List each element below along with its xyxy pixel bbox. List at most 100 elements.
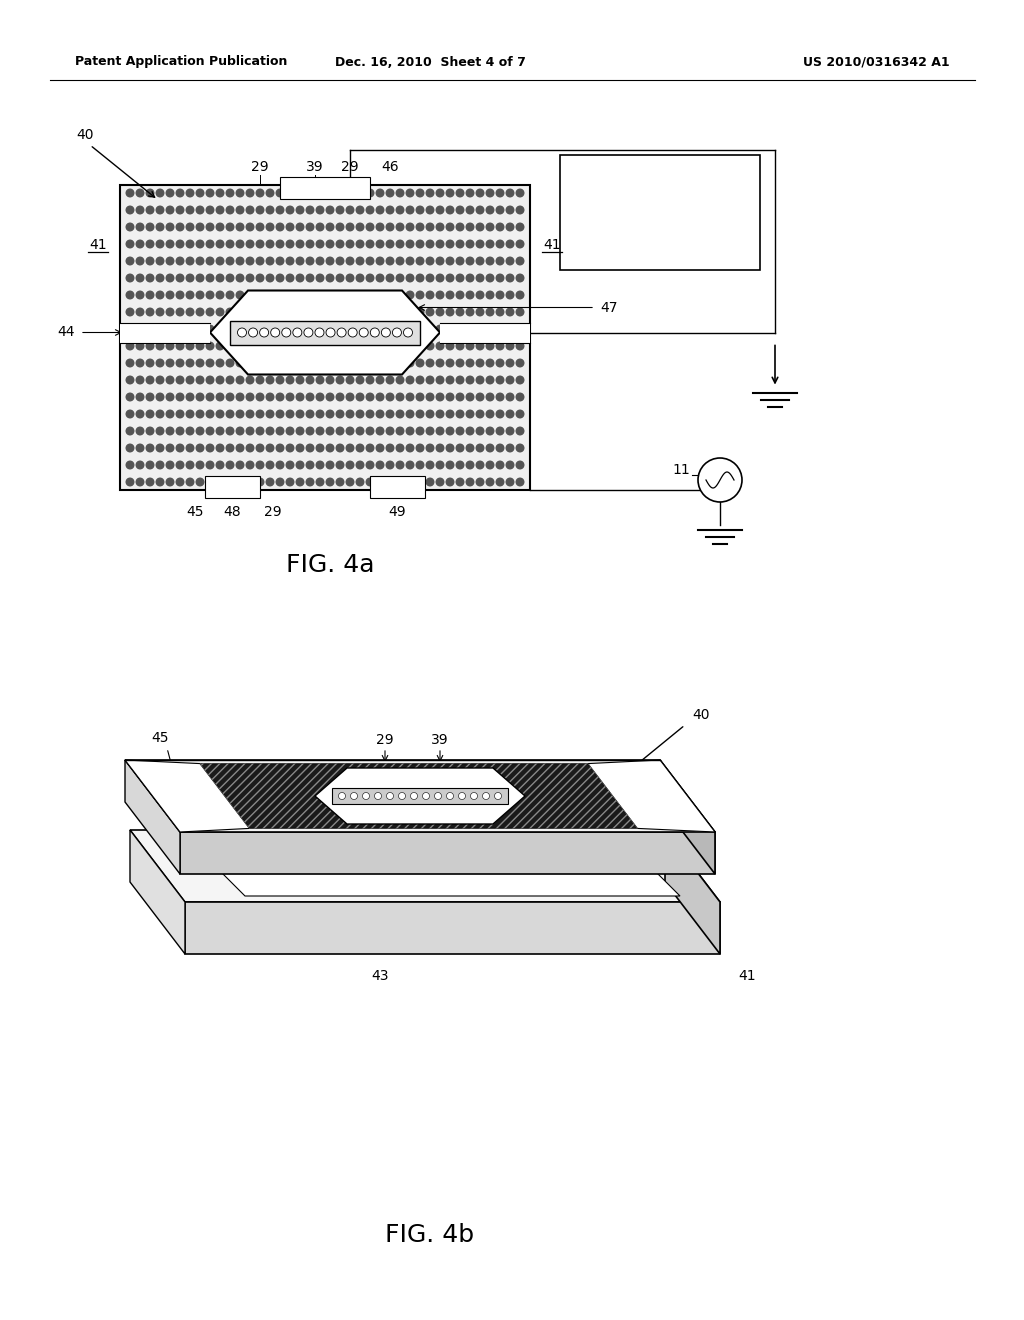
Circle shape bbox=[367, 478, 374, 486]
Circle shape bbox=[166, 189, 174, 197]
Circle shape bbox=[216, 292, 224, 298]
Circle shape bbox=[286, 342, 294, 350]
Circle shape bbox=[476, 223, 483, 231]
Circle shape bbox=[176, 275, 183, 281]
Circle shape bbox=[126, 393, 134, 401]
Circle shape bbox=[246, 461, 254, 469]
Circle shape bbox=[226, 376, 233, 384]
Circle shape bbox=[237, 292, 244, 298]
Polygon shape bbox=[125, 760, 715, 832]
Polygon shape bbox=[130, 830, 185, 954]
Circle shape bbox=[216, 461, 224, 469]
Circle shape bbox=[336, 342, 344, 350]
Circle shape bbox=[197, 292, 204, 298]
Circle shape bbox=[446, 411, 454, 418]
FancyBboxPatch shape bbox=[332, 788, 508, 804]
Circle shape bbox=[136, 461, 143, 469]
Circle shape bbox=[316, 393, 324, 401]
Circle shape bbox=[457, 308, 464, 315]
Circle shape bbox=[396, 478, 403, 486]
Circle shape bbox=[226, 223, 233, 231]
Circle shape bbox=[286, 428, 294, 434]
Circle shape bbox=[416, 189, 424, 197]
Circle shape bbox=[206, 445, 214, 451]
Circle shape bbox=[197, 411, 204, 418]
Circle shape bbox=[157, 376, 164, 384]
Circle shape bbox=[136, 223, 143, 231]
Circle shape bbox=[466, 189, 474, 197]
Circle shape bbox=[256, 445, 264, 451]
Circle shape bbox=[386, 428, 394, 434]
Circle shape bbox=[306, 257, 313, 265]
Circle shape bbox=[426, 393, 434, 401]
Circle shape bbox=[396, 275, 403, 281]
Circle shape bbox=[286, 275, 294, 281]
Circle shape bbox=[146, 393, 154, 401]
Circle shape bbox=[446, 292, 454, 298]
Circle shape bbox=[157, 461, 164, 469]
Circle shape bbox=[226, 478, 233, 486]
Circle shape bbox=[306, 325, 313, 333]
Circle shape bbox=[206, 376, 214, 384]
Circle shape bbox=[497, 393, 504, 401]
Circle shape bbox=[457, 411, 464, 418]
Circle shape bbox=[246, 292, 254, 298]
Circle shape bbox=[237, 393, 244, 401]
Circle shape bbox=[506, 428, 514, 434]
Circle shape bbox=[346, 240, 354, 248]
Circle shape bbox=[486, 428, 494, 434]
Circle shape bbox=[339, 792, 345, 800]
Circle shape bbox=[466, 325, 474, 333]
Circle shape bbox=[466, 342, 474, 350]
Circle shape bbox=[356, 275, 364, 281]
Circle shape bbox=[237, 478, 244, 486]
Polygon shape bbox=[588, 760, 715, 832]
Circle shape bbox=[316, 206, 324, 214]
Circle shape bbox=[466, 428, 474, 434]
Text: 45: 45 bbox=[152, 731, 169, 744]
Circle shape bbox=[416, 223, 424, 231]
Circle shape bbox=[136, 445, 143, 451]
FancyBboxPatch shape bbox=[230, 321, 420, 345]
Circle shape bbox=[286, 308, 294, 315]
Circle shape bbox=[246, 393, 254, 401]
Circle shape bbox=[516, 257, 524, 265]
Circle shape bbox=[157, 359, 164, 367]
Circle shape bbox=[146, 376, 154, 384]
Circle shape bbox=[197, 257, 204, 265]
Circle shape bbox=[197, 308, 204, 315]
Circle shape bbox=[256, 240, 264, 248]
Circle shape bbox=[407, 428, 414, 434]
Circle shape bbox=[396, 223, 403, 231]
Text: 47: 47 bbox=[600, 301, 617, 314]
Circle shape bbox=[497, 411, 504, 418]
Circle shape bbox=[516, 411, 524, 418]
Circle shape bbox=[486, 189, 494, 197]
Circle shape bbox=[296, 257, 304, 265]
Circle shape bbox=[396, 376, 403, 384]
Circle shape bbox=[426, 206, 434, 214]
Circle shape bbox=[186, 223, 194, 231]
Circle shape bbox=[346, 206, 354, 214]
Circle shape bbox=[497, 325, 504, 333]
Circle shape bbox=[346, 292, 354, 298]
Circle shape bbox=[416, 393, 424, 401]
Circle shape bbox=[416, 445, 424, 451]
Circle shape bbox=[407, 445, 414, 451]
Circle shape bbox=[146, 325, 154, 333]
Circle shape bbox=[367, 240, 374, 248]
Circle shape bbox=[216, 275, 224, 281]
Circle shape bbox=[386, 223, 394, 231]
Circle shape bbox=[327, 428, 334, 434]
Circle shape bbox=[206, 223, 214, 231]
Circle shape bbox=[276, 206, 284, 214]
Circle shape bbox=[286, 478, 294, 486]
Polygon shape bbox=[185, 836, 680, 896]
Circle shape bbox=[436, 308, 443, 315]
Circle shape bbox=[166, 240, 174, 248]
Circle shape bbox=[327, 189, 334, 197]
Circle shape bbox=[362, 792, 370, 800]
Circle shape bbox=[466, 275, 474, 281]
Circle shape bbox=[327, 240, 334, 248]
Circle shape bbox=[466, 393, 474, 401]
